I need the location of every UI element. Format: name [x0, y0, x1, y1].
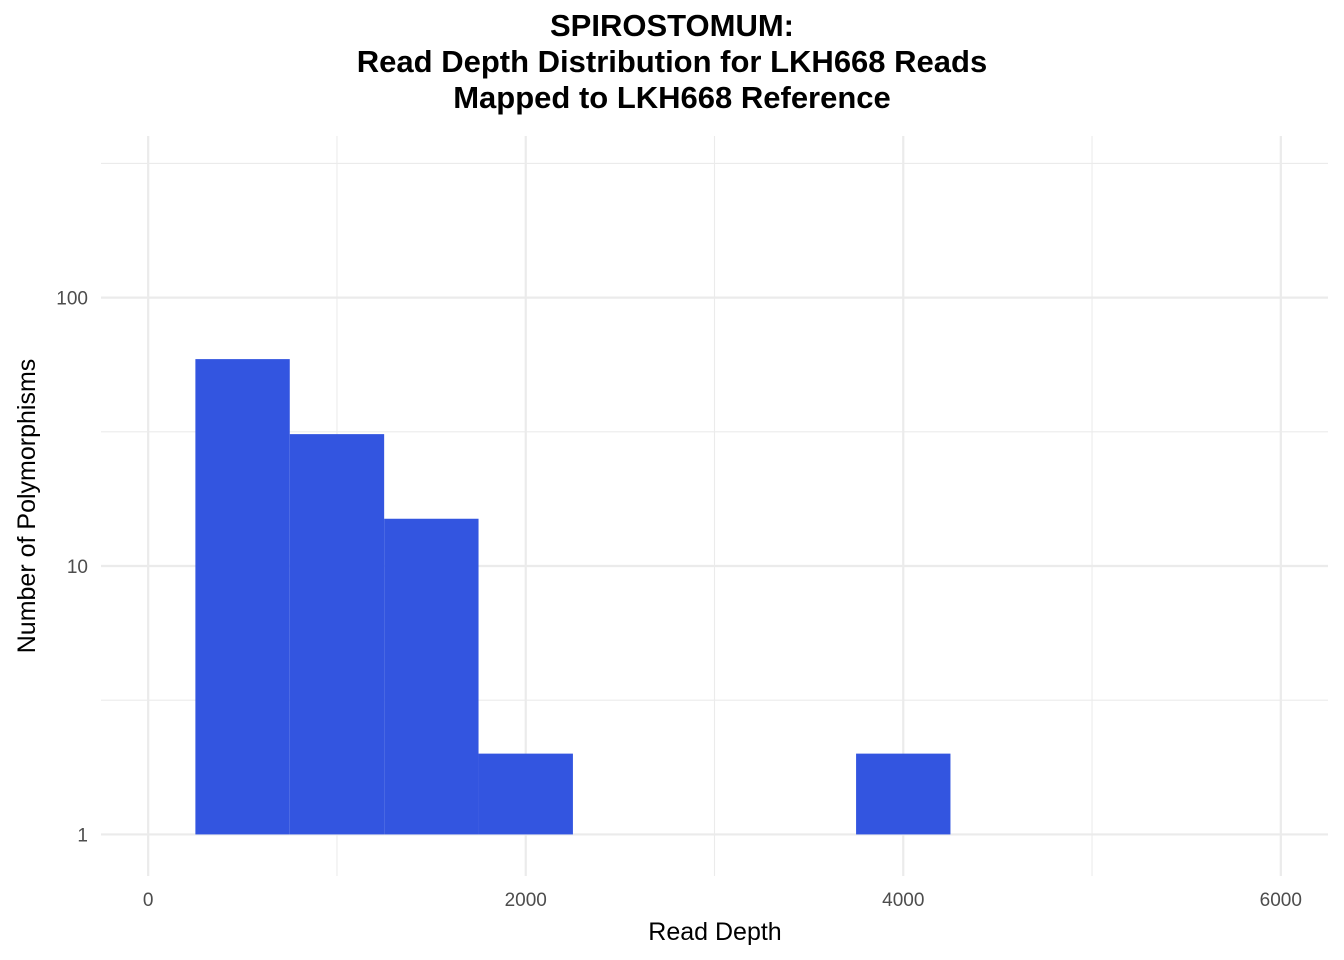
x-tick-label: 0 — [143, 890, 154, 911]
y-axis-title: Number of Polymorphisms — [13, 359, 41, 654]
y-tick-label: 100 — [56, 289, 88, 310]
chart-title: SPIROSTOMUM: Read Depth Distribution for… — [0, 8, 1344, 116]
chart-title-line-3: Mapped to LKH668 Reference — [453, 80, 891, 115]
x-axis-ticks: 0 2000 4000 6000 — [143, 890, 1302, 911]
histogram-bars — [195, 359, 951, 835]
y-tick-label: 1 — [77, 825, 88, 846]
x-tick-label: 4000 — [882, 890, 924, 911]
histogram-bar — [478, 753, 573, 835]
x-tick-label: 2000 — [505, 890, 547, 911]
chart-title-line-1: SPIROSTOMUM: — [550, 8, 794, 43]
x-tick-label: 6000 — [1260, 890, 1302, 911]
chart-title-line-2: Read Depth Distribution for LKH668 Reads — [356, 44, 988, 79]
histogram-bar — [195, 359, 290, 835]
y-tick-label: 10 — [67, 557, 88, 578]
y-axis-ticks: 1 10 100 — [56, 289, 88, 847]
histogram-bar — [856, 753, 951, 835]
histogram-bar — [289, 434, 385, 835]
x-axis-title: Read Depth — [648, 918, 781, 946]
histogram-bar — [384, 518, 479, 835]
